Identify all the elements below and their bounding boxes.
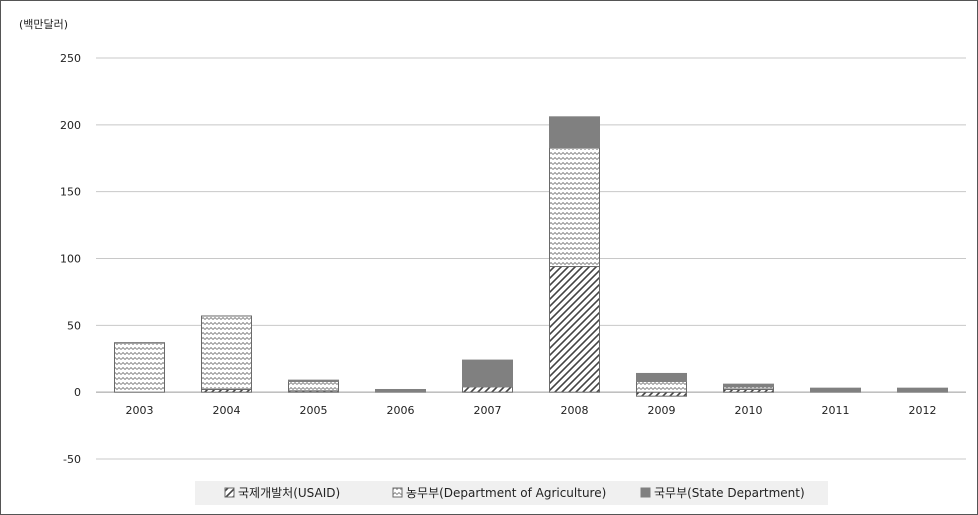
x-tick-label: 2008 [561,404,589,417]
gridlines [96,57,966,460]
bar-2009-series-3 [636,372,687,382]
bar-2004-series-2 [201,315,252,390]
x-tick-label: 2010 [735,404,763,417]
bar-2008-series-1 [549,266,600,393]
y-tick-label: 0 [74,386,81,399]
x-tick-label: 2011 [822,404,850,417]
x-tick-label: 2005 [300,404,328,417]
y-tick-label: -50 [63,453,81,466]
legend-swatch [392,487,403,498]
bar-2008-series-3 [549,116,600,149]
x-tick-label: 2003 [126,404,154,417]
bar-2005-series-2 [288,380,339,392]
y-tick-label: 100 [60,253,81,266]
legend-background [195,481,828,505]
bar-2003-series-2 [114,342,165,393]
y-tick-label: 150 [60,186,81,199]
bar-2007-series-3 [462,359,513,388]
bar-2012-series-3 [897,387,948,393]
bar-2011-series-3 [810,387,861,393]
y-tick-label: 200 [60,119,81,132]
legend: 국제개발처(USAID) 농무부(Department of Agricultur… [224,486,805,500]
bars [114,116,948,397]
legend-label: 국제개발처(USAID) [238,486,340,500]
y-tick-label: 50 [67,319,81,332]
x-tick-label: 2006 [387,404,415,417]
bar-2010-series-3 [723,383,774,388]
bar-2008-series-2 [549,147,600,268]
bar-2009-series-2 [636,380,687,393]
bar-2006-series-3 [375,388,426,393]
y-tick-label: 250 [60,52,81,65]
x-tick-label: 2007 [474,404,502,417]
legend-swatch [640,487,651,498]
x-tick-label: 2012 [909,404,937,417]
legend-swatch [224,487,235,498]
y-axis-ticks: 250 200 150 100 50 0 -50 [60,52,81,466]
y-unit-label: (백만달러) [19,18,68,31]
legend-label: 농무부(Department of Agriculture) [406,486,606,500]
legend-label: 국무부(State Department) [654,486,805,500]
bar-2007-series-1 [462,386,513,393]
bar-2005-series-3 [288,379,339,382]
x-tick-label: 2009 [648,404,676,417]
x-axis-ticks: 2003 2004 2005 2006 2007 2008 2009 2010 2011 2012 [126,404,937,417]
x-tick-label: 2004 [213,404,241,417]
bar-2009-series-1 [636,391,687,397]
